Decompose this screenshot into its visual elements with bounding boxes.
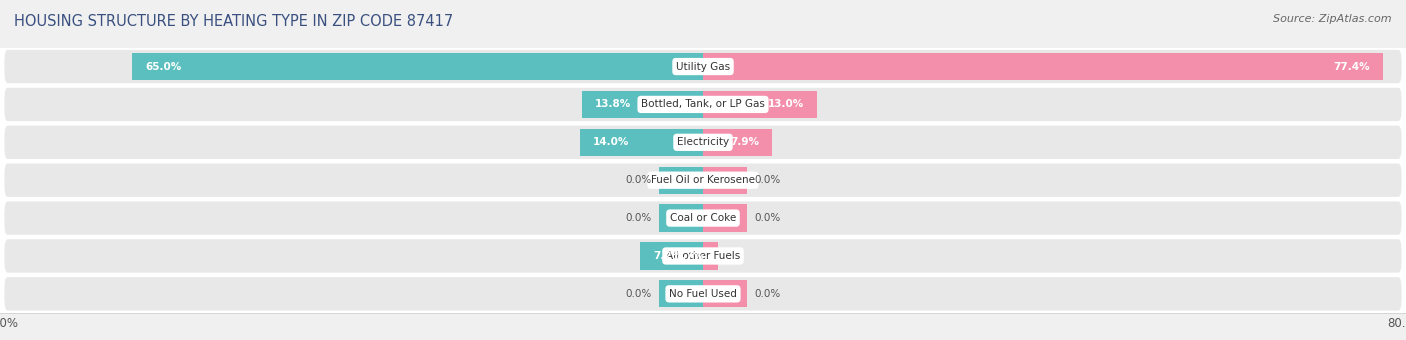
Text: 7.2%: 7.2% <box>652 251 682 261</box>
Text: 0.0%: 0.0% <box>626 175 652 185</box>
FancyBboxPatch shape <box>4 164 1402 197</box>
Bar <box>659 167 703 194</box>
Text: 0.0%: 0.0% <box>626 289 652 299</box>
Bar <box>0 123 1406 161</box>
Text: 77.4%: 77.4% <box>1333 62 1369 71</box>
Bar <box>659 204 703 232</box>
Bar <box>0 48 1406 85</box>
Text: Bottled, Tank, or LP Gas: Bottled, Tank, or LP Gas <box>641 99 765 109</box>
Bar <box>132 53 703 80</box>
Bar <box>703 242 718 270</box>
FancyBboxPatch shape <box>4 239 1402 273</box>
Bar <box>581 129 703 156</box>
Text: 0.0%: 0.0% <box>754 213 780 223</box>
Bar <box>0 85 1406 123</box>
FancyBboxPatch shape <box>4 50 1402 83</box>
FancyBboxPatch shape <box>4 201 1402 235</box>
FancyBboxPatch shape <box>4 277 1402 310</box>
Text: 0.0%: 0.0% <box>626 213 652 223</box>
Bar <box>582 91 703 118</box>
Bar <box>659 280 703 307</box>
Text: 13.8%: 13.8% <box>595 99 631 109</box>
Text: No Fuel Used: No Fuel Used <box>669 289 737 299</box>
Text: HOUSING STRUCTURE BY HEATING TYPE IN ZIP CODE 87417: HOUSING STRUCTURE BY HEATING TYPE IN ZIP… <box>14 14 453 29</box>
Text: 7.9%: 7.9% <box>730 137 759 147</box>
Bar <box>703 53 1384 80</box>
Text: All other Fuels: All other Fuels <box>666 251 740 261</box>
Text: Coal or Coke: Coal or Coke <box>669 213 737 223</box>
Text: Fuel Oil or Kerosene: Fuel Oil or Kerosene <box>651 175 755 185</box>
Bar <box>0 237 1406 275</box>
Bar <box>703 280 747 307</box>
Bar <box>703 167 747 194</box>
Bar <box>703 129 772 156</box>
Text: 13.0%: 13.0% <box>768 99 804 109</box>
Bar <box>703 91 817 118</box>
Text: 14.0%: 14.0% <box>593 137 630 147</box>
Text: 65.0%: 65.0% <box>145 62 181 71</box>
Bar <box>640 242 703 270</box>
Text: 1.7%: 1.7% <box>676 251 704 261</box>
FancyBboxPatch shape <box>4 88 1402 121</box>
Bar <box>0 199 1406 237</box>
Bar <box>0 275 1406 313</box>
Text: Source: ZipAtlas.com: Source: ZipAtlas.com <box>1274 14 1392 23</box>
Bar <box>703 204 747 232</box>
Text: Utility Gas: Utility Gas <box>676 62 730 71</box>
FancyBboxPatch shape <box>4 126 1402 159</box>
Bar <box>0 161 1406 199</box>
Text: 0.0%: 0.0% <box>754 289 780 299</box>
Text: 0.0%: 0.0% <box>754 175 780 185</box>
Text: Electricity: Electricity <box>676 137 730 147</box>
